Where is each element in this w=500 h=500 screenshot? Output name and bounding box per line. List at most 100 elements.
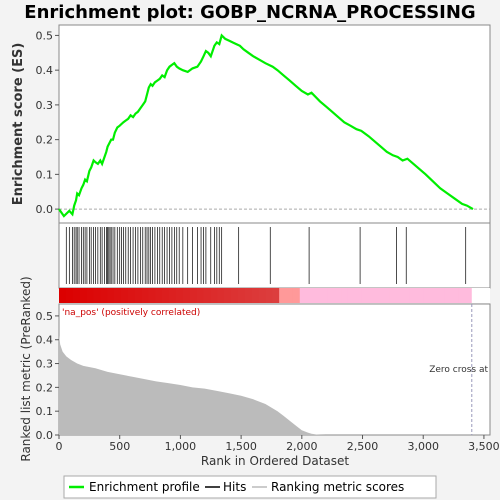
metric-x-tick-label: 3,500 bbox=[468, 440, 500, 453]
rank-band-segment bbox=[134, 288, 143, 303]
metric-y-label: Ranked list metric (PreRanked) bbox=[19, 276, 33, 461]
rank-band-segment bbox=[162, 288, 170, 303]
zero-cross-annotation: Zero cross at bbox=[429, 365, 488, 375]
es-y-tick-label: 0.5 bbox=[36, 29, 54, 42]
es-y-axis: 0.0 0.1 0.2 0.3 0.4 0.5 bbox=[36, 29, 59, 216]
metric-y-tick-label: 0.0 bbox=[36, 429, 54, 442]
legend-box bbox=[63, 475, 437, 499]
es-y-tick-label: 0.1 bbox=[36, 168, 54, 181]
rank-band-segment bbox=[286, 288, 294, 303]
es-y-tick-label: 0.0 bbox=[36, 203, 54, 216]
rank-band-segment bbox=[107, 288, 115, 303]
rank-band-segment bbox=[100, 288, 108, 303]
rank-band-segment bbox=[313, 288, 321, 303]
es-y-label: Enrichment score (ES) bbox=[11, 43, 26, 206]
rank-band-segment bbox=[416, 288, 425, 303]
legend-hits-label: Hits bbox=[223, 480, 246, 494]
rank-band-segment bbox=[79, 288, 88, 303]
enrichment-profile-line bbox=[58, 33, 474, 218]
rank-band-segment bbox=[65, 288, 74, 303]
rank-band-segment bbox=[196, 288, 204, 303]
rank-band-segment bbox=[237, 288, 246, 303]
rank-band-segment bbox=[368, 288, 376, 303]
rank-band-segment bbox=[175, 288, 184, 303]
metric-x-tick-label: 0 bbox=[56, 440, 63, 453]
rank-band-segment bbox=[327, 288, 335, 303]
rank-band-segment bbox=[265, 288, 273, 303]
rank-band-segment bbox=[217, 288, 225, 303]
metric-x-tick-label: 2,000 bbox=[286, 440, 318, 453]
es-y-tick-label: 0.3 bbox=[36, 99, 54, 112]
metric-y-axis: 0.0 0.1 0.2 0.3 0.4 0.5 bbox=[36, 310, 59, 442]
rank-band-segment bbox=[203, 288, 211, 303]
rank-band-segment bbox=[244, 288, 253, 303]
rank-band-segment bbox=[148, 288, 156, 303]
rank-band-segment bbox=[347, 288, 356, 303]
rank-band-segment bbox=[59, 288, 67, 303]
rank-band-segment bbox=[361, 288, 370, 303]
rank-band-segment bbox=[182, 288, 191, 303]
metric-y-tick-label: 0.4 bbox=[36, 334, 54, 347]
rank-band-segment bbox=[451, 288, 459, 303]
rank-band-segment bbox=[169, 288, 177, 303]
rank-band-segment bbox=[292, 288, 301, 303]
es-y-tick-label: 0.2 bbox=[36, 134, 54, 147]
metric-x-tick-label: 2,500 bbox=[347, 440, 379, 453]
rank-band-segment bbox=[402, 288, 411, 303]
rank-band-segment bbox=[279, 288, 287, 303]
rank-band-segment bbox=[224, 288, 232, 303]
rank-band-segment bbox=[334, 288, 342, 303]
legend-profile-label: Enrichment profile bbox=[89, 480, 200, 494]
rank-band-segment bbox=[251, 288, 260, 303]
rank-band-segment bbox=[306, 288, 315, 303]
metric-x-label: Rank in Ordered Dataset bbox=[201, 454, 349, 468]
rank-color-band bbox=[59, 288, 490, 303]
rank-band-segment bbox=[341, 288, 349, 303]
rank-band-segment bbox=[272, 288, 280, 303]
rank-band-segment bbox=[464, 288, 473, 303]
chart-title: Enrichment plot: GOBP_NCRNA_PROCESSING bbox=[24, 2, 475, 23]
rank-band-segment bbox=[230, 288, 239, 303]
rank-band-segment bbox=[299, 288, 308, 303]
rank-band-segment bbox=[155, 288, 163, 303]
rank-band-segment bbox=[141, 288, 149, 303]
rank-band-segment bbox=[258, 288, 266, 303]
rank-band-segment bbox=[437, 288, 445, 303]
es-y-tick-label: 0.4 bbox=[36, 64, 54, 77]
metric-x-tick-label: 500 bbox=[109, 440, 130, 453]
hits-marks bbox=[65, 227, 467, 284]
rank-band-segment bbox=[354, 288, 363, 303]
rank-band-segment bbox=[86, 288, 94, 303]
metric-y-tick-label: 0.2 bbox=[36, 381, 54, 394]
metric-x-tick-label: 1,000 bbox=[165, 440, 197, 453]
pos-annotation: 'na_pos' (positively correlated) bbox=[62, 308, 200, 318]
metric-x-axis: 0 500 1,000 1,500 2,000 2,500 3,000 3,500 bbox=[56, 435, 500, 453]
rank-band-tail bbox=[471, 288, 490, 303]
rank-band-segment bbox=[375, 288, 383, 303]
rank-band-segment bbox=[210, 288, 218, 303]
metric-y-tick-label: 0.5 bbox=[36, 310, 54, 323]
rank-band-segment bbox=[72, 288, 81, 303]
rank-band-segment bbox=[458, 288, 466, 303]
rank-band-segment bbox=[389, 288, 397, 303]
rank-band-segment bbox=[189, 288, 198, 303]
rank-band-segment bbox=[320, 288, 328, 303]
rank-band-segment bbox=[430, 288, 438, 303]
rank-band-segment bbox=[382, 288, 390, 303]
rank-band-segment bbox=[93, 288, 101, 303]
legend-metric-label: Ranking metric scores bbox=[271, 480, 404, 494]
rank-band-segment bbox=[396, 288, 404, 303]
es-panel bbox=[58, 24, 491, 224]
rank-band-segment bbox=[409, 288, 418, 303]
ranking-metric-area bbox=[59, 335, 472, 435]
rank-band-segment bbox=[127, 288, 136, 303]
metric-y-tick-label: 0.3 bbox=[36, 358, 54, 371]
rank-band-segment bbox=[120, 288, 129, 303]
metric-y-tick-label: 0.1 bbox=[36, 405, 54, 418]
rank-band-segment bbox=[444, 288, 452, 303]
metric-x-tick-label: 1,500 bbox=[225, 440, 257, 453]
metric-x-tick-label: 3,000 bbox=[407, 440, 439, 453]
rank-band-segment bbox=[114, 288, 122, 303]
